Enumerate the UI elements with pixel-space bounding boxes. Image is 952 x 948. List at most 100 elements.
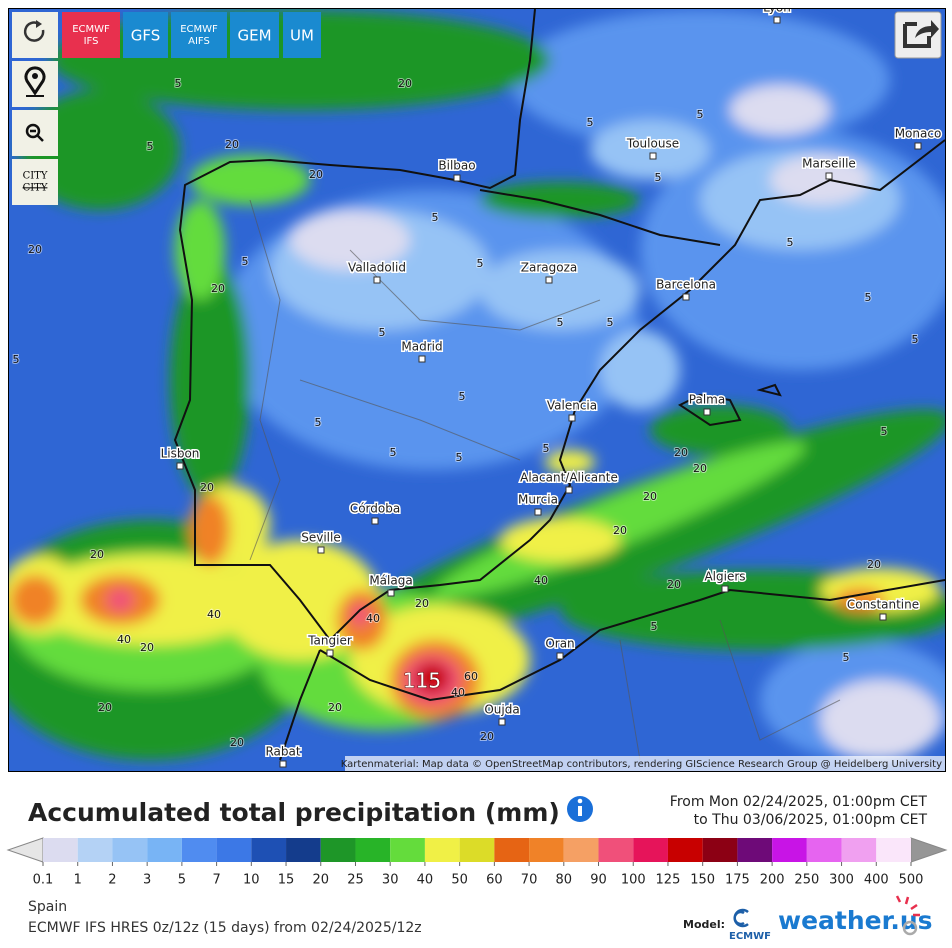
contour-label: 20	[398, 77, 412, 90]
model-button-bg	[123, 12, 168, 58]
scale-swatch	[563, 838, 599, 862]
city-label: Lisbon	[161, 447, 200, 461]
contour-label: 20	[211, 282, 225, 295]
scale-swatch	[529, 838, 564, 862]
zoom-button[interactable]	[12, 110, 58, 156]
model-button[interactable]: GEM	[230, 12, 279, 58]
model-button-label: IFS	[84, 36, 99, 47]
scale-swatch	[43, 838, 78, 862]
scale-swatch	[633, 838, 668, 862]
coastlines	[173, 9, 945, 761]
contour-label: 5	[459, 390, 466, 403]
map[interactable]: Lyon Monaco Toulouse Marseille Bilbao Vallado…	[0, 1, 952, 772]
model-button-bg	[62, 12, 120, 58]
city-label: Rabat	[265, 745, 300, 759]
scale-swatch	[286, 838, 321, 862]
share-button[interactable]	[894, 11, 942, 59]
scale-swatch	[667, 838, 703, 862]
contour-label: 20	[230, 736, 244, 749]
contour-label: 5	[543, 442, 550, 455]
contour-label: 20	[28, 243, 42, 256]
scale-label: 150	[690, 873, 715, 888]
city-label: Madrid	[401, 340, 442, 354]
scale-label: 25	[347, 873, 364, 888]
scale-label: 90	[590, 873, 607, 888]
scale-swatch	[459, 838, 495, 862]
contour-label: 20	[225, 138, 239, 151]
city-label: Palma	[689, 393, 725, 407]
ecmwf-logo: ECMWF	[729, 908, 771, 942]
scale-label: 30	[382, 873, 399, 888]
city-toggle[interactable]: CITY CITY	[12, 159, 58, 205]
city-marker	[556, 652, 564, 660]
model-button-label: UM	[290, 27, 314, 45]
info-icon[interactable]	[567, 796, 593, 822]
scale-swatch	[112, 838, 148, 862]
city-layer: Lyon Monaco Toulouse Marseille Bilbao Vallado…	[159, 9, 943, 768]
scale-over	[910, 837, 948, 863]
contour-label: 5	[242, 255, 249, 268]
city-label: Toulouse	[626, 137, 679, 151]
contour-label: 40	[451, 686, 465, 699]
scale-swatch	[251, 838, 287, 862]
model-button[interactable]: GFS	[123, 12, 168, 58]
contour-label: 5	[587, 116, 594, 129]
city-marker	[568, 414, 576, 422]
scale-label: 2	[108, 873, 116, 888]
contour-label: 40	[117, 633, 131, 646]
scale-swatch	[737, 838, 773, 862]
city-marker	[825, 172, 833, 180]
city-toggle-label: CITY	[23, 183, 48, 194]
scale-label: 200	[760, 873, 785, 888]
city-marker	[498, 718, 506, 726]
model-button-label: ECMWF	[180, 24, 218, 35]
contour-label: 5	[655, 171, 662, 184]
contour-label: 5	[432, 211, 439, 224]
model-button-bg	[230, 12, 279, 58]
contour-label: 5	[607, 316, 614, 329]
scale-swatch	[320, 838, 356, 862]
scale-label: 100	[621, 873, 646, 888]
contour-label: 20	[415, 597, 429, 610]
contour-label: 20	[643, 490, 657, 503]
contour-label: 20	[98, 701, 112, 714]
scale-swatch	[216, 838, 252, 862]
scale-label: 70	[521, 873, 538, 888]
contour-label: 40	[366, 612, 380, 625]
city-label: Marseille	[802, 157, 856, 171]
legend-title: Accumulated total precipitation (mm)	[28, 798, 560, 827]
city-marker	[914, 142, 922, 150]
contour-label: 20	[667, 578, 681, 591]
contour-label: 20	[613, 524, 627, 537]
contour-label: 40	[534, 574, 548, 587]
city-marker	[534, 508, 542, 516]
refresh-button[interactable]	[12, 12, 58, 58]
model-label: Model:	[683, 918, 725, 931]
scale-label: 7	[212, 873, 220, 888]
city-marker	[565, 486, 573, 494]
city-marker	[418, 355, 426, 363]
city-label: Tangier	[307, 634, 352, 648]
model-button[interactable]: UM	[283, 12, 321, 58]
scale-swatch	[598, 838, 634, 862]
model-button-bg	[283, 12, 321, 58]
contour-label: 115	[403, 669, 441, 693]
city-marker	[453, 174, 461, 182]
scale-label: 50	[451, 873, 468, 888]
scale-label: 0.1	[33, 873, 54, 888]
borders	[249, 199, 841, 761]
location-button[interactable]	[12, 61, 58, 107]
city-label: Murcia	[518, 493, 558, 507]
city-label: Monaco	[895, 127, 942, 141]
contour-label: 5	[315, 416, 322, 429]
contour-label: 5	[557, 316, 564, 329]
contour-label: 20	[200, 481, 214, 494]
contour-label: 5	[651, 620, 658, 633]
site-logo-sun	[895, 895, 920, 936]
contour-label: 5	[865, 291, 872, 304]
